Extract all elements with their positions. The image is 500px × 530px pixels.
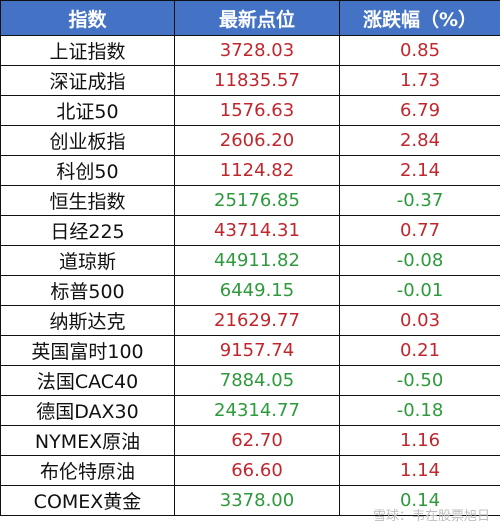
table-row: 日经225 43714.31 0.77: [0, 215, 500, 246]
index-name-cell: 纳斯达克: [0, 305, 175, 336]
change-cell: 1.16: [339, 425, 500, 456]
change-cell: -0.01: [339, 275, 500, 306]
price-cell: 1124.82: [174, 155, 340, 186]
header-change-pct: 涨跌幅（%）: [339, 0, 500, 36]
index-name-cell: 恒生指数: [0, 185, 175, 216]
table-row: 道琼斯 44911.82 -0.08: [0, 245, 500, 276]
index-name-cell: 北证50: [0, 95, 175, 126]
index-name-cell: 上证指数: [0, 35, 175, 66]
price-cell: 21629.77: [174, 305, 340, 336]
table-row: 恒生指数 25176.85 -0.37: [0, 185, 500, 216]
price-cell: 44911.82: [174, 245, 340, 276]
index-name-cell: 法国CAC40: [0, 365, 175, 396]
index-name-cell: 深证成指: [0, 65, 175, 96]
price-cell: 25176.85: [174, 185, 340, 216]
table-row: 布伦特原油 66.60 1.14: [0, 455, 500, 486]
table-row: 创业板指 2606.20 2.84: [0, 125, 500, 156]
index-name-cell: 创业板指: [0, 125, 175, 156]
change-cell: -0.08: [339, 245, 500, 276]
price-cell: 7884.05: [174, 365, 340, 396]
index-name-cell: 德国DAX30: [0, 395, 175, 426]
change-cell: 1.73: [339, 65, 500, 96]
table-row: 深证成指 11835.57 1.73: [0, 65, 500, 96]
price-cell: 62.70: [174, 425, 340, 456]
change-cell: -0.37: [339, 185, 500, 216]
index-name-cell: COMEX黄金: [0, 485, 175, 516]
header-latest-price: 最新点位: [174, 0, 340, 36]
index-name-cell: 英国富时100: [0, 335, 175, 366]
table-row: NYMEX原油 62.70 1.16: [0, 425, 500, 456]
index-name-cell: NYMEX原油: [0, 425, 175, 456]
change-cell: -0.50: [339, 365, 500, 396]
index-table: 指数 最新点位 涨跌幅（%） 上证指数 3728.03 0.85 深证成指 11835.…: [0, 0, 500, 516]
change-cell: -0.18: [339, 395, 500, 426]
index-name-cell: 布伦特原油: [0, 455, 175, 486]
index-name-cell: 道琼斯: [0, 245, 175, 276]
change-cell: 2.14: [339, 155, 500, 186]
table-row: 德国DAX30 24314.77 -0.18: [0, 395, 500, 426]
price-cell: 9157.74: [174, 335, 340, 366]
change-cell: 0.03: [339, 305, 500, 336]
price-cell: 3378.00: [174, 485, 340, 516]
table-row: 标普500 6449.15 -0.01: [0, 275, 500, 306]
table-row: 上证指数 3728.03 0.85: [0, 35, 500, 66]
price-cell: 6449.15: [174, 275, 340, 306]
table-row: 英国富时100 9157.74 0.21: [0, 335, 500, 366]
table-row: 法国CAC40 7884.05 -0.50: [0, 365, 500, 396]
watermark: 雪球：韦在股票旭日: [372, 509, 490, 524]
price-cell: 43714.31: [174, 215, 340, 246]
change-cell: 6.79: [339, 95, 500, 126]
header-index-name: 指数: [0, 0, 175, 36]
change-cell: 0.77: [339, 215, 500, 246]
table-row: 纳斯达克 21629.77 0.03: [0, 305, 500, 336]
change-cell: 0.21: [339, 335, 500, 366]
price-cell: 3728.03: [174, 35, 340, 66]
price-cell: 66.60: [174, 455, 340, 486]
table-row: 北证50 1576.63 6.79: [0, 95, 500, 126]
change-cell: 1.14: [339, 455, 500, 486]
index-name-cell: 标普500: [0, 275, 175, 306]
price-cell: 24314.77: [174, 395, 340, 426]
header-row: 指数 最新点位 涨跌幅（%）: [0, 0, 500, 36]
change-cell: 2.84: [339, 125, 500, 156]
price-cell: 2606.20: [174, 125, 340, 156]
price-cell: 1576.63: [174, 95, 340, 126]
change-cell: 0.85: [339, 35, 500, 66]
index-name-cell: 日经225: [0, 215, 175, 246]
index-name-cell: 科创50: [0, 155, 175, 186]
price-cell: 11835.57: [174, 65, 340, 96]
table-row: 科创50 1124.82 2.14: [0, 155, 500, 186]
